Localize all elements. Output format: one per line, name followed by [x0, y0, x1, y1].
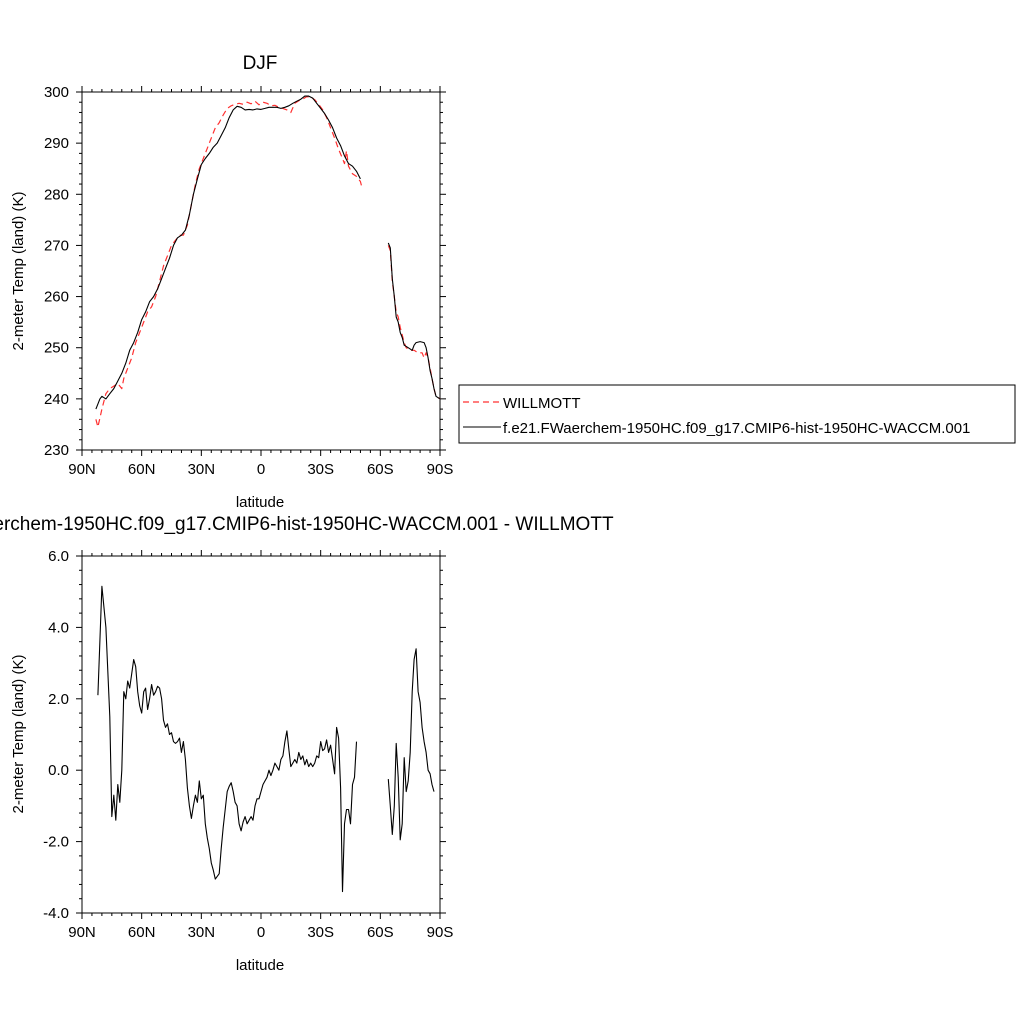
top-xtick-label: 60N [128, 461, 156, 478]
top-series-lines [95, 95, 441, 428]
top-ticks: 90N 60N 30N 0 30S 60S 90S 230 240 250 260 270 280 290… [44, 84, 453, 478]
bottom-ytick-label: 0.0 [48, 762, 69, 779]
top-ytick-label: 270 [44, 237, 69, 254]
top-ytick-label: 290 [44, 135, 69, 152]
bottom-ytick-label: 6.0 [48, 548, 69, 565]
top-panel: DJF 90N 60N 30N 0 30S 60S 90S 230 240 250 260 270 28… [10, 53, 453, 511]
bottom-ticks: 90N 60N 30N 0 30S 60S 90S -4.0 -2.0 0.0 2.0 4.0 6.0 [43, 548, 453, 941]
legend-label-model: f.e21.FWaerchem-1950HC.f09_g17.CMIP6-his… [503, 420, 970, 437]
top-xtick-label: 90N [68, 461, 96, 478]
top-series-line-0 [387, 245, 441, 400]
top-ytick-label: 240 [44, 391, 69, 408]
bottom-chart-title: f.e21.FWaerchem-1950HC.f09_g17.CMIP6-his… [0, 514, 614, 535]
bottom-xtick-label: 90N [68, 924, 96, 941]
bottom-series-line-0 [97, 585, 358, 893]
bottom-xtick-label: 30N [188, 924, 216, 941]
top-plot-frame [81, 91, 441, 451]
top-chart-title: DJF [243, 53, 278, 74]
top-x-axis-label: latitude [236, 494, 284, 511]
legend-label-willmott: WILLMOTT [503, 395, 581, 412]
top-xtick-label: 60S [367, 461, 394, 478]
top-ytick-label: 230 [44, 442, 69, 459]
top-ytick-label: 300 [44, 84, 69, 101]
bottom-ytick-label: 4.0 [48, 619, 69, 636]
top-series-line-0 [95, 95, 363, 428]
legend: WILLMOTT f.e21.FWaerchem-1950HC.f09_g17.… [458, 384, 1016, 444]
top-ytick-label: 280 [44, 186, 69, 203]
bottom-xtick-label: 90S [427, 924, 454, 941]
bottom-x-axis-label: latitude [236, 957, 284, 974]
top-ytick-label: 250 [44, 340, 69, 357]
top-xtick-label: 30N [188, 461, 216, 478]
bottom-xtick-label: 0 [257, 924, 265, 941]
bottom-series-line-0 [387, 648, 435, 841]
bottom-y-axis-label: 2-meter Temp (land) (K) [10, 655, 27, 814]
bottom-plot-frame [81, 555, 441, 914]
top-xtick-label: 30S [307, 461, 334, 478]
bottom-xtick-label: 60N [128, 924, 156, 941]
bottom-ytick-label: -2.0 [43, 834, 69, 851]
top-y-axis-label: 2-meter Temp (land) (K) [10, 192, 27, 351]
bottom-series-lines [97, 585, 435, 893]
top-series-line-1 [387, 242, 441, 400]
legend-box [458, 384, 1016, 444]
top-xtick-label: 0 [257, 461, 265, 478]
top-series-line-1 [95, 95, 361, 410]
bottom-panel: f.e21.FWaerchem-1950HC.f09_g17.CMIP6-his… [0, 514, 614, 974]
top-ytick-label: 260 [44, 289, 69, 306]
bottom-ytick-label: 2.0 [48, 691, 69, 708]
top-xtick-label: 90S [427, 461, 454, 478]
bottom-ytick-label: -4.0 [43, 905, 69, 922]
bottom-xtick-label: 60S [367, 924, 394, 941]
bottom-xtick-label: 30S [307, 924, 334, 941]
